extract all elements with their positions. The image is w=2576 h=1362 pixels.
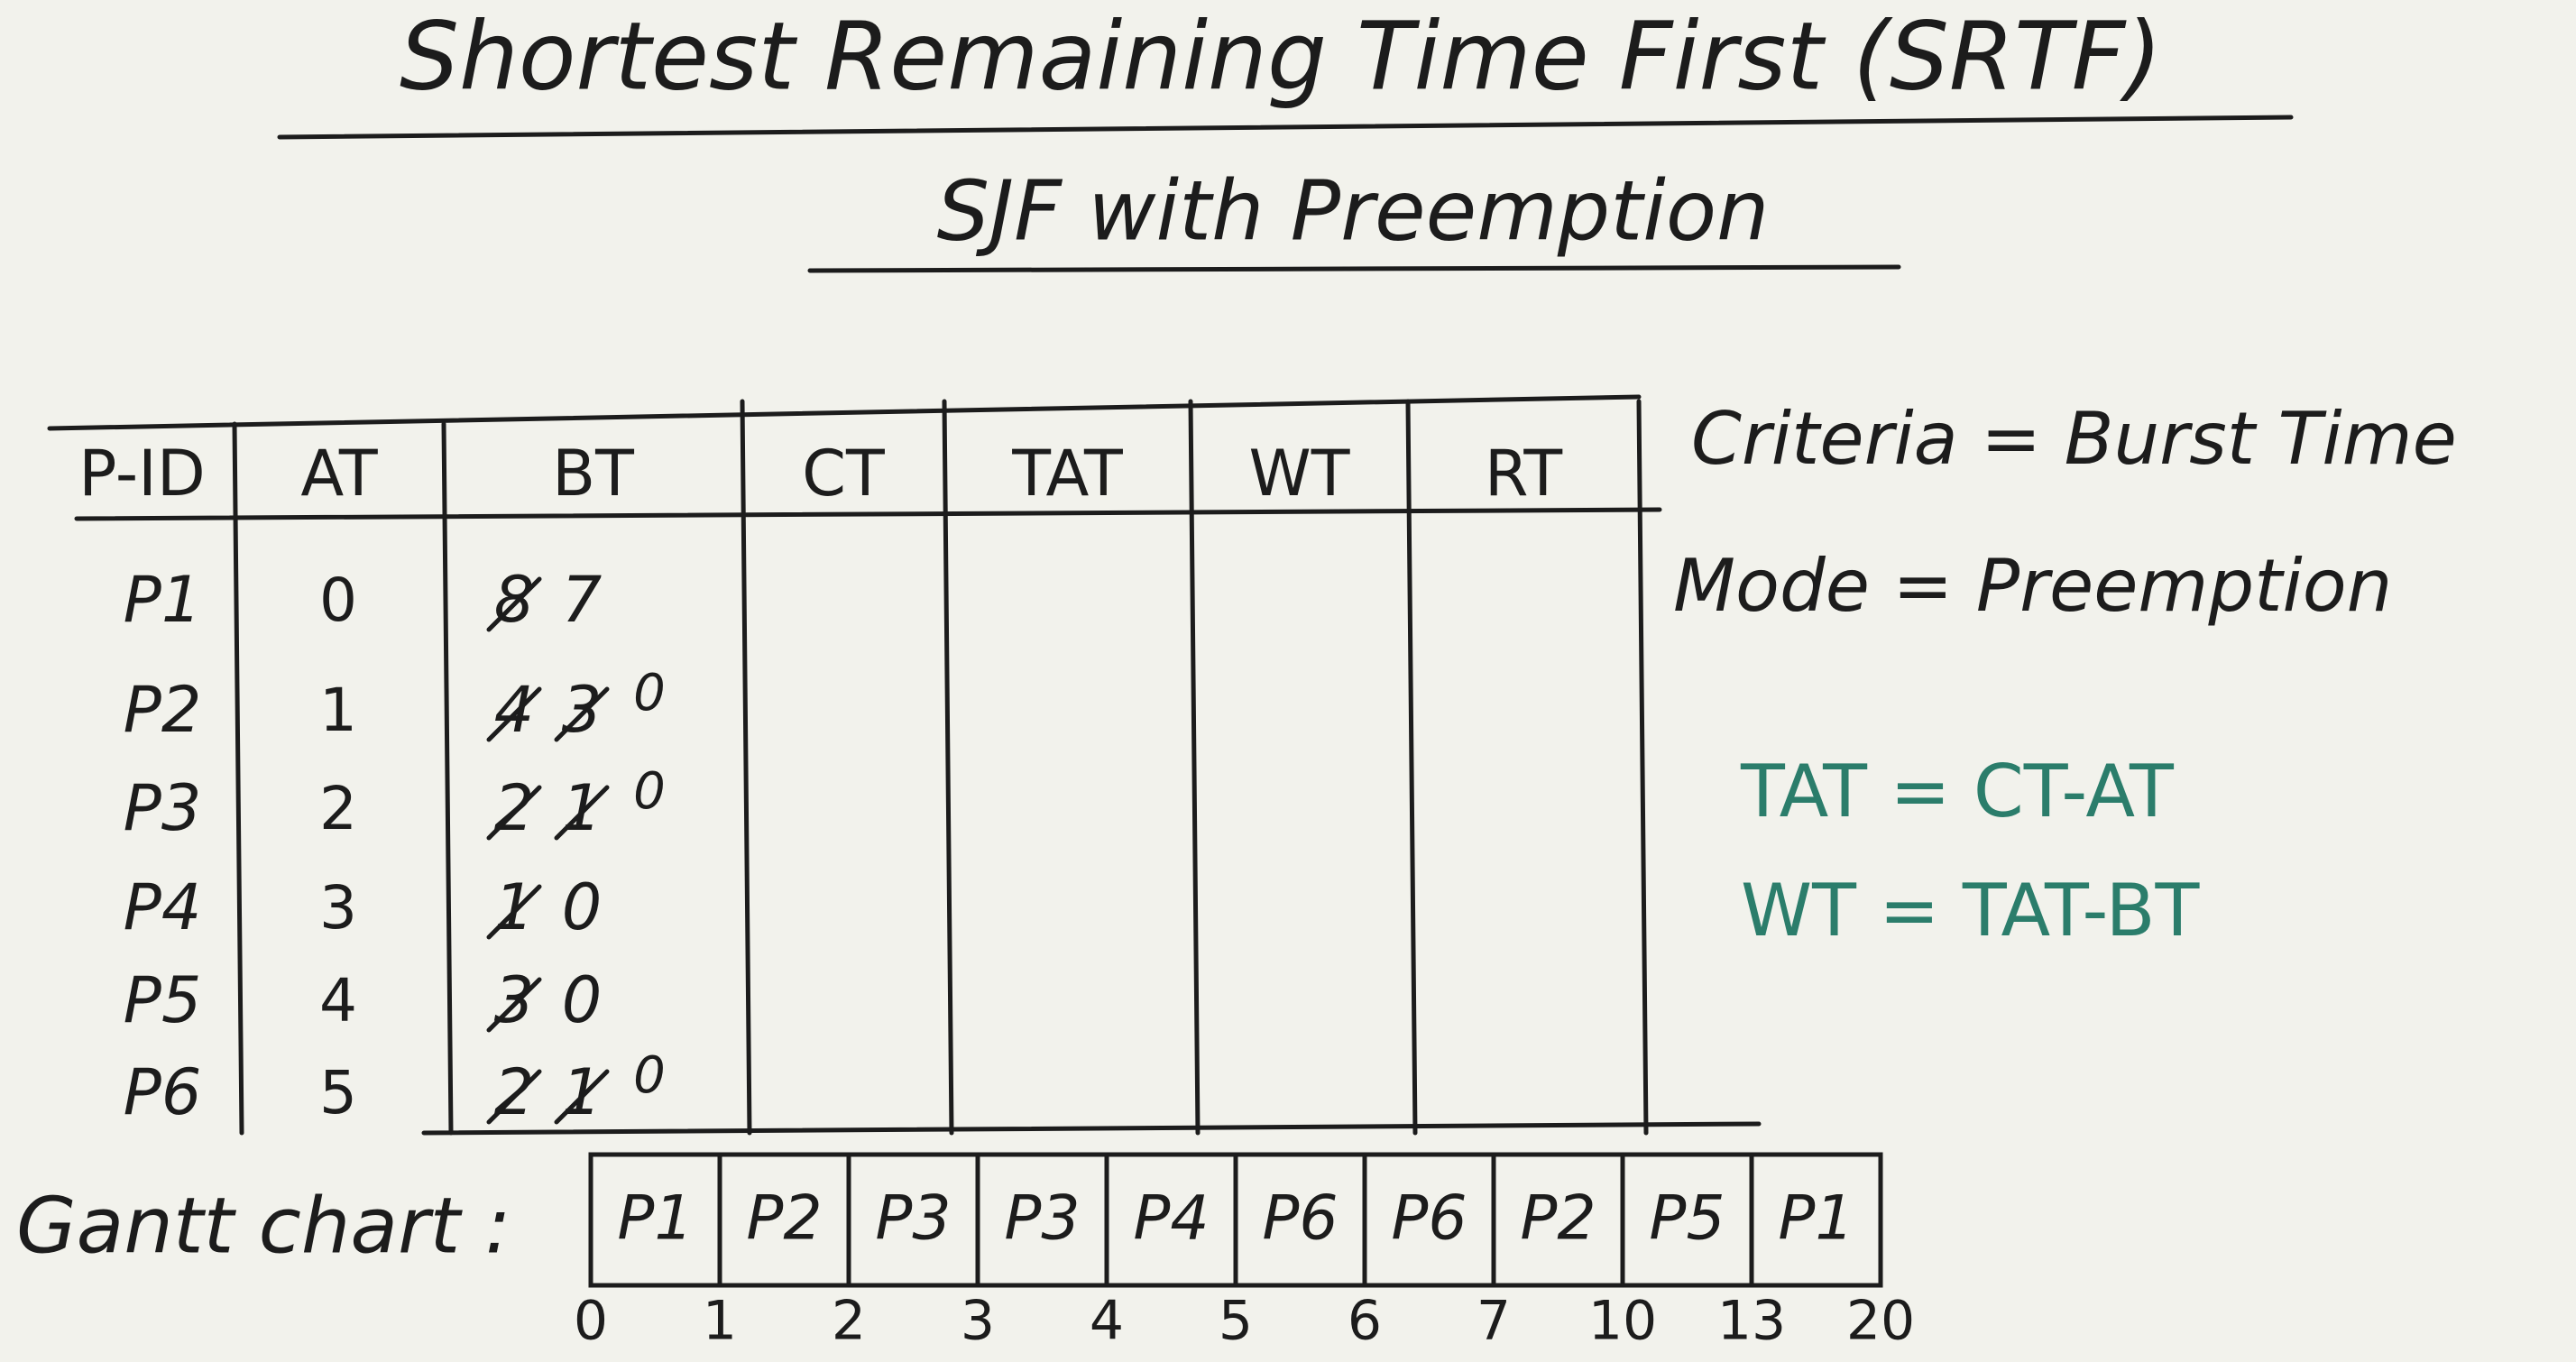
- burst-time: 1: [494, 870, 535, 944]
- burst-time: 0: [633, 1046, 666, 1105]
- pid: P2: [124, 673, 202, 747]
- gantt-cell: P1: [1778, 1183, 1854, 1255]
- column-divider: [1636, 399, 1649, 1136]
- title-underline: [277, 115, 2294, 140]
- gantt-time: 1: [703, 1290, 737, 1353]
- burst-time: 7: [562, 563, 603, 637]
- burst-time: 2: [494, 1055, 535, 1129]
- burst-time: 2: [494, 771, 535, 845]
- arrival-time: 4: [319, 966, 357, 1035]
- pid: P5: [124, 963, 202, 1037]
- strike: [486, 686, 542, 742]
- subtitle-underline: [807, 264, 1901, 273]
- gantt-chart: Gantt chart : P1 P2 P3 P3 P4 P6 P6 P2 P5 P10 1 2 3 4 5…: [16, 1152, 1915, 1353]
- arrival-time: 0: [319, 566, 357, 635]
- column-header: P-ID: [78, 437, 205, 511]
- gantt-time: 2: [832, 1290, 866, 1353]
- column-divider: [1405, 399, 1418, 1136]
- strike: [554, 785, 610, 841]
- column-divider: [942, 399, 954, 1136]
- header-bottom-line: [74, 507, 1662, 521]
- strike: [486, 576, 542, 632]
- strike: [486, 884, 542, 940]
- pid: P4: [124, 870, 202, 944]
- notes: Criteria = Burst Time Mode = Preemption …: [1673, 397, 2457, 952]
- arrival-time: 1: [319, 676, 357, 745]
- burst-time: 0: [633, 762, 666, 821]
- gantt-cell: P3: [1004, 1183, 1080, 1255]
- burst-time: 0: [633, 664, 666, 722]
- burst-time: 4: [494, 673, 535, 747]
- strike: [554, 1069, 610, 1125]
- arrival-time: 3: [319, 873, 357, 943]
- burst-time: 0: [562, 870, 603, 944]
- gantt-time: 7: [1477, 1290, 1511, 1353]
- subtitle: SJF with Preemption: [937, 162, 1770, 259]
- header-top-line: [47, 394, 1642, 431]
- gantt-cell: P5: [1649, 1183, 1725, 1255]
- arrival-time: 5: [319, 1058, 357, 1127]
- column-header: CT: [802, 437, 885, 511]
- column-divider: [1188, 399, 1201, 1136]
- column-divider: [232, 421, 244, 1136]
- column-divider: [740, 399, 752, 1136]
- gantt-time: 10: [1588, 1290, 1657, 1353]
- column-header: TAT: [1011, 437, 1123, 511]
- burst-time: 1: [562, 771, 603, 845]
- table-bottom-line: [421, 1121, 1762, 1136]
- gantt-cell: P3: [875, 1183, 951, 1255]
- arrival-time: 2: [319, 774, 357, 843]
- gantt-label: Gantt chart :: [16, 1181, 511, 1271]
- column-header: RT: [1485, 437, 1563, 511]
- gantt-cell: P2: [746, 1183, 822, 1255]
- gantt-time: 4: [1090, 1290, 1124, 1353]
- burst-time: 3: [494, 963, 535, 1037]
- gantt-cell: P2: [1520, 1183, 1596, 1255]
- title: Shortest Remaining Time First (SRTF): [400, 1, 2162, 111]
- column-header: BT: [552, 437, 634, 511]
- burst-time: 0: [562, 963, 603, 1037]
- pid: P1: [124, 563, 202, 637]
- strike: [486, 785, 542, 841]
- gantt-cell: P4: [1133, 1183, 1209, 1255]
- strike: [554, 686, 610, 742]
- gantt-time: 13: [1717, 1290, 1786, 1353]
- column-divider: [441, 421, 454, 1136]
- gantt-cell: P6: [1262, 1183, 1338, 1255]
- gantt-time: 6: [1348, 1290, 1382, 1353]
- strike: [486, 1069, 542, 1125]
- gantt-time: 5: [1219, 1290, 1253, 1353]
- gantt-time: 3: [961, 1290, 995, 1353]
- gantt-cell: P1: [617, 1183, 693, 1255]
- gantt-time: 0: [574, 1290, 608, 1353]
- tat-formula: TAT = CT-AT: [1740, 750, 2175, 833]
- burst-time: 8: [494, 563, 535, 637]
- column-header: AT: [300, 437, 377, 511]
- strike: [486, 977, 542, 1033]
- gantt-cell: P6: [1391, 1183, 1467, 1255]
- criteria: Criteria = Burst Time: [1691, 397, 2457, 481]
- gantt-time: 20: [1846, 1290, 1915, 1353]
- burst-time: 3: [562, 673, 603, 747]
- mode: Mode = Preemption: [1673, 544, 2392, 628]
- column-header: WT: [1249, 437, 1350, 511]
- pid: P3: [124, 771, 202, 845]
- burst-time: 1: [562, 1055, 603, 1129]
- pid: P6: [124, 1055, 202, 1129]
- wt-formula: WT = TAT-BT: [1741, 869, 2200, 952]
